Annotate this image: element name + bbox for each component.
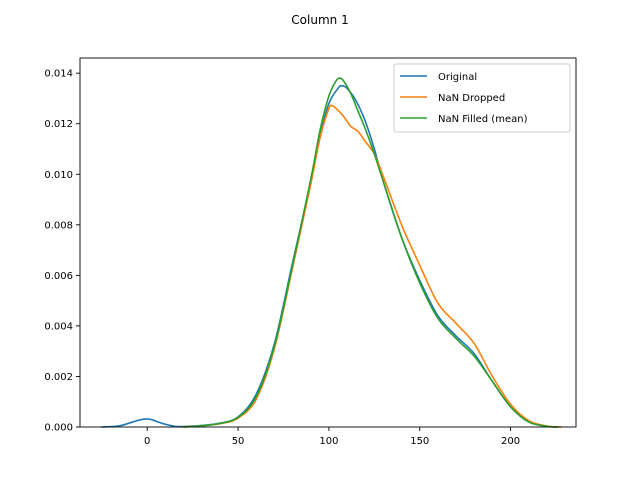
legend-label: Original [438,72,477,83]
y-tick-label: 0.014 [44,69,73,80]
series-line-nan-dropped [182,104,563,428]
series-line-original [101,84,557,428]
x-tick-label: 200 [501,436,520,447]
y-tick-label: 0.012 [44,119,73,130]
x-tick-label: 0 [144,436,150,447]
legend-box [393,63,571,133]
y-tick-label: 0.008 [44,220,73,231]
x-tick-label: 150 [410,436,429,447]
axes-frame [79,57,577,428]
chart-title: Column 1 [291,13,348,27]
x-tick-label: 50 [232,436,245,447]
x-tick-label: 100 [319,436,338,447]
y-tick-label: 0.004 [44,321,73,332]
axes: 0 50 100 150 200 0.000 0.002 0.004 0.006 0.008 0.0… [44,57,577,447]
plot-area [101,77,563,428]
legend-label: NaN Dropped [438,93,505,104]
y-tick-label: 0.006 [44,271,73,282]
legend-label: NaN Filled (mean) [438,114,528,125]
series-line-nan-filled-mean [182,77,559,428]
y-tick-label: 0.002 [44,372,73,383]
legend: Original NaN Dropped NaN Filled (mean) [393,63,571,133]
y-tick-label: 0.010 [44,170,73,181]
y-tick-label: 0.000 [44,423,73,434]
